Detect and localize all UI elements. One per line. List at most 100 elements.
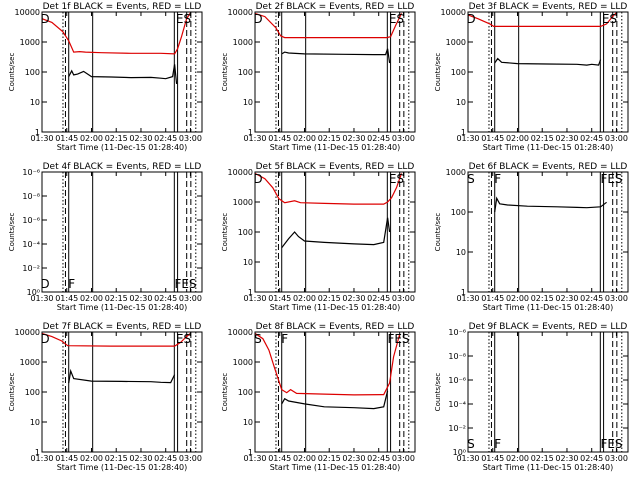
y-tick-label: 10000 bbox=[441, 8, 466, 17]
y-axis-label: Counts/sec bbox=[434, 373, 442, 412]
x-tick-label: 01:45 bbox=[268, 294, 291, 303]
phase-marker-label: F bbox=[281, 332, 288, 346]
x-tick-label: 02:15 bbox=[318, 134, 341, 143]
x-tick-label: 01:30 bbox=[456, 134, 479, 143]
plot-frame bbox=[41, 171, 203, 293]
x-tick-label: 02:00 bbox=[506, 454, 529, 463]
x-tick-label: 02:45 bbox=[580, 294, 603, 303]
phase-marker-label: S bbox=[467, 437, 475, 451]
y-tick-label: 1000 bbox=[233, 198, 253, 207]
x-tick-label: 01:30 bbox=[456, 454, 479, 463]
x-tick-label: 02:30 bbox=[555, 134, 578, 143]
phase-marker-label: D bbox=[253, 172, 262, 186]
x-tick-label: 01:45 bbox=[481, 294, 504, 303]
lld-series-line bbox=[254, 332, 401, 396]
y-tick-label: 10 bbox=[243, 258, 253, 267]
x-tick-label: 01:30 bbox=[243, 454, 266, 463]
panel-title: Det 8f BLACK = Events, RED = LLD bbox=[256, 322, 415, 332]
y-axis-label: Counts/sec bbox=[434, 53, 442, 92]
y-tick-label: 10000 bbox=[228, 8, 253, 17]
phase-marker-label: F bbox=[68, 277, 75, 291]
detector-panel-9: Det 9f BLACK = Events, RED = LLD S F FES 10⁰… bbox=[434, 322, 629, 472]
y-tick-label: 100 bbox=[238, 388, 253, 397]
y-tick-label: 10⁻⁶ bbox=[448, 376, 466, 385]
x-tick-label: 02:15 bbox=[531, 294, 554, 303]
x-axis-label: Start Time (11-Dec-15 01:28:40) bbox=[483, 303, 614, 312]
phase-marker-label: ES bbox=[602, 12, 617, 26]
y-tick-label: 1 bbox=[35, 128, 40, 137]
phase-marker-label: ES bbox=[176, 12, 191, 26]
x-tick-label: 02:30 bbox=[555, 454, 578, 463]
lld-series-line bbox=[467, 12, 617, 27]
y-tick-label: 10⁻⁶ bbox=[22, 216, 40, 225]
x-tick-label: 02:30 bbox=[129, 134, 152, 143]
y-axis-label: Counts/sec bbox=[8, 213, 16, 252]
x-tick-label: 02:45 bbox=[580, 134, 603, 143]
x-tick-label: 02:00 bbox=[506, 294, 529, 303]
x-tick-label: 01:30 bbox=[30, 454, 53, 463]
x-tick-label: 03:00 bbox=[179, 134, 202, 143]
phase-marker-label: FES bbox=[174, 277, 196, 291]
lld-series-line bbox=[254, 172, 403, 205]
x-tick-label: 02:45 bbox=[154, 134, 177, 143]
phase-marker-label: FES bbox=[600, 437, 622, 451]
x-tick-label: 03:00 bbox=[392, 294, 415, 303]
y-tick-label: 10000 bbox=[15, 8, 40, 17]
y-tick-label: 10 bbox=[456, 98, 466, 107]
x-tick-label: 01:30 bbox=[30, 294, 53, 303]
y-tick-label: 100 bbox=[25, 388, 40, 397]
x-tick-label: 02:45 bbox=[367, 294, 390, 303]
y-tick-label: 10⁻⁸ bbox=[22, 192, 40, 201]
y-tick-label: 10⁻⁶ bbox=[22, 168, 40, 177]
y-tick-label: 10000 bbox=[228, 168, 253, 177]
y-tick-label: 10⁰ bbox=[27, 288, 40, 297]
phase-marker-label: FES bbox=[387, 332, 409, 346]
lld-series-line bbox=[41, 332, 191, 347]
y-tick-label: 1 bbox=[248, 288, 253, 297]
y-axis-label: Counts/sec bbox=[221, 53, 229, 92]
y-tick-label: 1000 bbox=[446, 168, 466, 177]
events-series-line bbox=[68, 368, 176, 384]
y-tick-label: 10 bbox=[456, 248, 466, 257]
y-tick-label: 10 bbox=[243, 418, 253, 427]
y-tick-label: 100 bbox=[451, 68, 466, 77]
events-series-line bbox=[281, 217, 391, 249]
y-tick-label: 100 bbox=[25, 68, 40, 77]
phase-marker-label: ES bbox=[176, 332, 191, 346]
phase-marker-label: F bbox=[494, 437, 501, 451]
plot-frame bbox=[467, 171, 629, 293]
y-tick-label: 1000 bbox=[233, 358, 253, 367]
y-tick-label: 1000 bbox=[20, 38, 40, 47]
panel-title: Det 1f BLACK = Events, RED = LLD bbox=[43, 2, 202, 12]
y-tick-label: 1 bbox=[461, 288, 466, 297]
x-tick-label: 02:30 bbox=[342, 294, 365, 303]
x-tick-label: 02:45 bbox=[367, 454, 390, 463]
x-axis-label: Start Time (11-Dec-15 01:28:40) bbox=[270, 303, 401, 312]
y-tick-label: 10⁻² bbox=[448, 424, 466, 433]
x-tick-label: 02:15 bbox=[105, 134, 128, 143]
x-axis-label: Start Time (11-Dec-15 01:28:40) bbox=[270, 463, 401, 472]
x-tick-label: 02:45 bbox=[580, 454, 603, 463]
x-tick-label: 02:15 bbox=[318, 294, 341, 303]
x-tick-label: 03:00 bbox=[392, 134, 415, 143]
x-tick-label: 03:00 bbox=[179, 294, 202, 303]
phase-marker-label: S bbox=[254, 332, 262, 346]
x-tick-label: 02:30 bbox=[342, 454, 365, 463]
x-tick-label: 02:30 bbox=[129, 454, 152, 463]
x-axis-label: Start Time (11-Dec-15 01:28:40) bbox=[483, 143, 614, 152]
y-axis-label: Counts/sec bbox=[434, 213, 442, 252]
y-tick-label: 10 bbox=[243, 98, 253, 107]
y-axis-label: Counts/sec bbox=[221, 373, 229, 412]
panel-title: Det 3f BLACK = Events, RED = LLD bbox=[469, 2, 628, 12]
lld-series-line bbox=[254, 12, 403, 39]
phase-marker-label: ES bbox=[389, 12, 404, 26]
x-tick-label: 01:30 bbox=[456, 294, 479, 303]
phase-marker-label: D bbox=[40, 277, 49, 291]
y-tick-label: 1000 bbox=[446, 38, 466, 47]
y-tick-label: 10 bbox=[30, 418, 40, 427]
